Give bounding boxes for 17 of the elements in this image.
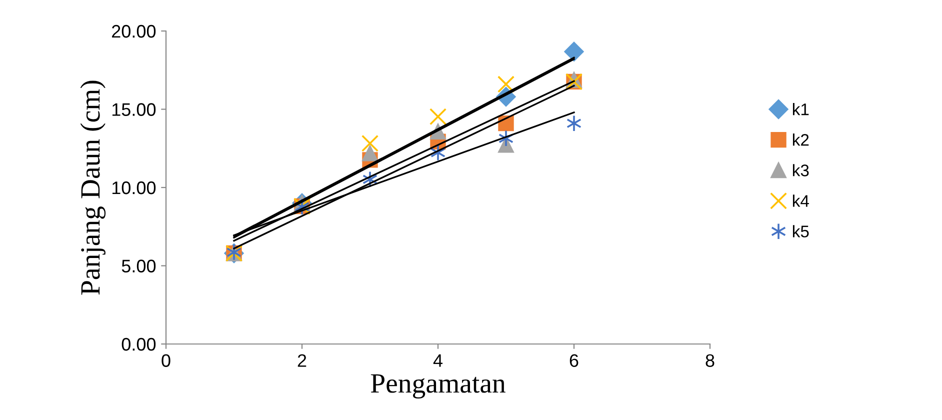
x-tick-label: 2 xyxy=(298,354,306,367)
x-tick-label: 8 xyxy=(706,354,714,367)
y-tick-label: 5.00 xyxy=(122,260,156,272)
x-tick-label: 0 xyxy=(162,354,170,367)
y-tick-label: 0.00 xyxy=(122,338,156,351)
x-tick-label: 4 xyxy=(433,354,442,367)
x-axis-title: Pengamatan xyxy=(370,374,506,399)
legend-label: k4 xyxy=(792,194,809,207)
legend-label: k1 xyxy=(792,103,809,116)
y-tick-label: 15.00 xyxy=(112,103,156,116)
legend-label: k5 xyxy=(792,225,809,238)
x-tick-label: 6 xyxy=(570,354,578,367)
legend-label: k3 xyxy=(792,164,809,176)
y-tick-label: 20.00 xyxy=(112,24,156,38)
legend-label: k2 xyxy=(792,134,809,146)
y-tick-label: 10.00 xyxy=(112,181,156,194)
y-axis-title: Panjang Daun (cm) xyxy=(80,80,106,295)
